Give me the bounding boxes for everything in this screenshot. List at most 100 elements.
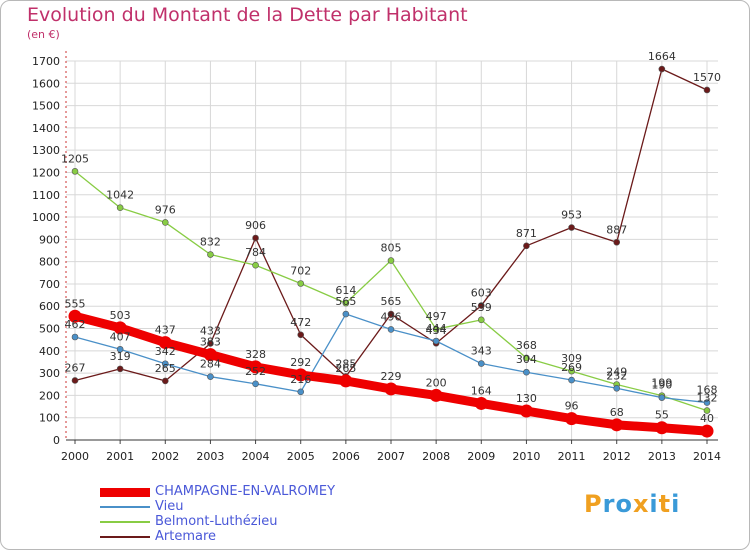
x-tick-label: 2008 [422, 450, 450, 463]
x-tick-label: 2009 [467, 450, 495, 463]
data-label: 249 [606, 365, 627, 378]
series-point [113, 321, 127, 335]
y-tick-label: 600 [39, 300, 60, 313]
axes: 0 100 200 300 400 500 600 700 800 900 1000 1100 1200… [32, 51, 721, 463]
series-point [161, 219, 169, 226]
data-label: 304 [516, 353, 537, 366]
legend-swatch [100, 536, 150, 538]
series-point [613, 384, 621, 392]
series-point [523, 242, 530, 250]
line-chart: 0 100 200 300 400 500 600 700 800 900 1000 1100 1200… [32, 50, 721, 463]
series-point [477, 302, 485, 309]
series-point [519, 404, 533, 418]
data-label: 603 [471, 287, 492, 300]
series-point [568, 367, 575, 375]
series-point [384, 382, 398, 396]
data-label: 343 [471, 345, 492, 358]
data-label: 887 [606, 223, 627, 236]
series-point [68, 309, 82, 323]
proxiti-logo: Proxiti [584, 490, 680, 518]
series-point [294, 368, 308, 382]
legend-label: Artemare [155, 529, 217, 544]
series-point [703, 407, 711, 414]
series-point [252, 234, 259, 242]
series-point [342, 310, 350, 318]
series-point [703, 399, 711, 406]
series-point [342, 299, 350, 307]
data-label: 953 [561, 209, 582, 222]
data-label: 232 [606, 369, 627, 382]
y-tick-label: 1600 [32, 77, 60, 90]
data-label: 462 [65, 318, 86, 331]
data-label: 565 [381, 295, 402, 308]
chart-title: Evolution du Montant de la Dette par Hab… [27, 4, 468, 26]
data-label: 216 [290, 373, 311, 386]
x-tick-label: 2003 [196, 450, 224, 463]
series-point [207, 251, 214, 258]
data-label: 437 [155, 324, 176, 337]
data-label: 68 [610, 406, 624, 419]
data-label: 871 [516, 227, 537, 240]
series-point [613, 238, 621, 246]
data-label: 284 [200, 358, 221, 371]
series-point [116, 204, 124, 211]
series-point [568, 376, 575, 384]
logo-letter: i [649, 490, 659, 518]
series-point [252, 380, 259, 388]
data-label: 832 [200, 236, 221, 249]
data-label: 434 [426, 324, 447, 337]
series-point [658, 65, 666, 73]
y-tick-label: 1700 [32, 55, 60, 68]
x-tick-label: 2011 [558, 450, 586, 463]
data-label: 383 [200, 336, 221, 349]
series-point [252, 261, 259, 269]
data-label: 555 [65, 297, 86, 310]
y-tick-label: 800 [39, 256, 60, 269]
data-labels: 555 503 437 383 328 292 265 229 200 164 130 96 68 55 4… [61, 50, 721, 425]
x-tick-label: 2013 [648, 450, 676, 463]
series-group [68, 65, 714, 438]
series-point [339, 374, 353, 388]
series-point [158, 336, 172, 350]
data-label: 130 [516, 392, 537, 405]
series-point [568, 224, 575, 231]
logo-letter: o [615, 490, 633, 518]
series-point [655, 421, 669, 435]
x-tick-label: 2010 [512, 450, 540, 463]
y-tick-label: 300 [39, 367, 60, 380]
data-label: 200 [426, 376, 447, 389]
x-tick-label: 2006 [332, 450, 360, 463]
series-point [207, 373, 214, 380]
legend-label: Belmont-Luthézieu [155, 514, 278, 529]
x-tick-label: 2000 [61, 450, 89, 463]
data-label: 702 [290, 264, 311, 277]
data-label: 565 [335, 295, 356, 308]
series-point [249, 360, 263, 374]
series-point [297, 388, 305, 396]
series-point [429, 388, 443, 402]
data-label: 252 [245, 365, 266, 378]
y-tick-label: 200 [39, 389, 60, 402]
y-tick-label: 1500 [32, 100, 60, 113]
series-point [477, 316, 485, 324]
data-label: 265 [155, 362, 176, 375]
data-label: 229 [381, 370, 402, 383]
series-point [474, 396, 488, 410]
data-label: 199 [651, 377, 672, 390]
series-point [297, 331, 305, 339]
legend-swatch [100, 521, 150, 523]
logo-letter: P [584, 490, 603, 518]
series-point [71, 333, 79, 341]
y-tick-label: 700 [39, 278, 60, 291]
chart-subtitle: (en €) [27, 28, 60, 41]
series-point [71, 168, 79, 175]
series-point [565, 412, 579, 426]
data-label: 309 [561, 352, 582, 365]
data-label: 496 [381, 310, 402, 323]
data-label: 269 [561, 361, 582, 374]
data-label: 55 [655, 409, 669, 422]
data-label: 539 [471, 301, 492, 314]
legend-label: Vieu [155, 499, 184, 514]
data-label: 285 [335, 357, 356, 370]
x-tick-label: 2012 [603, 450, 631, 463]
